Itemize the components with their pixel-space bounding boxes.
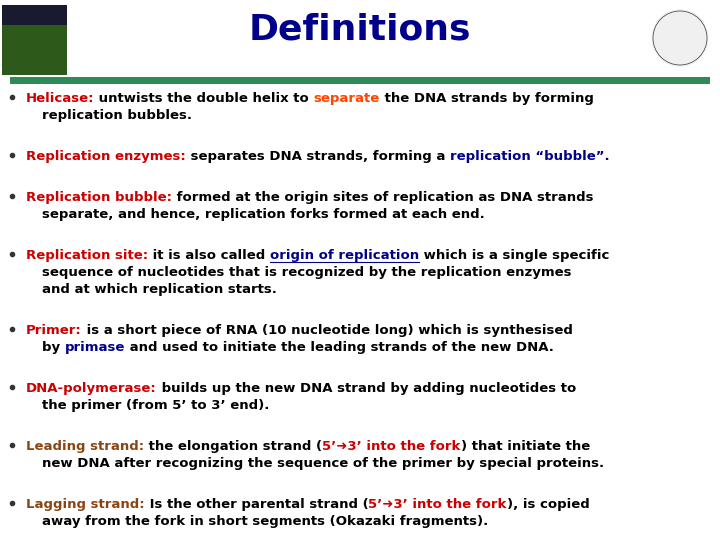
Text: by: by (42, 341, 65, 354)
Text: Primer:: Primer: (26, 324, 82, 337)
Circle shape (652, 10, 708, 66)
Text: separate, and hence, replication forks formed at each end.: separate, and hence, replication forks f… (42, 208, 485, 221)
Text: 5’➜3’ into the fork: 5’➜3’ into the fork (369, 498, 507, 511)
FancyBboxPatch shape (2, 25, 67, 75)
Text: is a short piece of RNA (10 nucleotide long) which is synthesised: is a short piece of RNA (10 nucleotide l… (82, 324, 572, 337)
Text: away from the fork in short segments (Okazaki fragments).: away from the fork in short segments (Ok… (42, 515, 488, 528)
Text: new DNA after recognizing the sequence of the primer by special proteins.: new DNA after recognizing the sequence o… (42, 457, 604, 470)
Text: DNA-polymerase:: DNA-polymerase: (26, 382, 157, 395)
Text: untwists the double helix to: untwists the double helix to (94, 92, 314, 105)
Text: Helicase:: Helicase: (26, 92, 94, 105)
Text: Replication site:: Replication site: (26, 249, 148, 262)
Text: Lagging strand:: Lagging strand: (26, 498, 145, 511)
Text: ), is copied: ), is copied (507, 498, 590, 511)
FancyBboxPatch shape (2, 5, 67, 75)
Text: the DNA strands by forming: the DNA strands by forming (380, 92, 594, 105)
FancyBboxPatch shape (10, 77, 710, 84)
Text: the elongation strand (: the elongation strand ( (144, 440, 323, 453)
Text: the primer (from 5’ to 3’ end).: the primer (from 5’ to 3’ end). (42, 399, 269, 412)
FancyBboxPatch shape (0, 0, 720, 80)
Text: formed at the origin sites of replication as DNA strands: formed at the origin sites of replicatio… (172, 191, 593, 204)
Text: replication “bubble”.: replication “bubble”. (450, 150, 609, 163)
Text: sequence of nucleotides that is recognized by the replication enzymes: sequence of nucleotides that is recogniz… (42, 266, 572, 279)
Text: Replication bubble:: Replication bubble: (26, 191, 172, 204)
Text: and at which replication starts.: and at which replication starts. (42, 283, 277, 296)
Text: separates DNA strands, forming a: separates DNA strands, forming a (186, 150, 450, 163)
Text: Definitions: Definitions (248, 13, 472, 47)
Text: 5’➜3’ into the fork: 5’➜3’ into the fork (323, 440, 461, 453)
Text: Replication enzymes:: Replication enzymes: (26, 150, 186, 163)
Text: ) that initiate the: ) that initiate the (461, 440, 590, 453)
Text: Is the other parental strand (: Is the other parental strand ( (145, 498, 369, 511)
Text: which is a single specific: which is a single specific (419, 249, 610, 262)
Text: origin of replication: origin of replication (270, 249, 419, 262)
Text: it is also called: it is also called (148, 249, 270, 262)
Text: separate: separate (314, 92, 380, 105)
Text: replication bubbles.: replication bubbles. (42, 109, 192, 122)
Text: Leading strand:: Leading strand: (26, 440, 144, 453)
Text: builds up the new DNA strand by adding nucleotides to: builds up the new DNA strand by adding n… (157, 382, 576, 395)
Text: and used to initiate the leading strands of the new DNA.: and used to initiate the leading strands… (125, 341, 554, 354)
Text: primase: primase (65, 341, 125, 354)
